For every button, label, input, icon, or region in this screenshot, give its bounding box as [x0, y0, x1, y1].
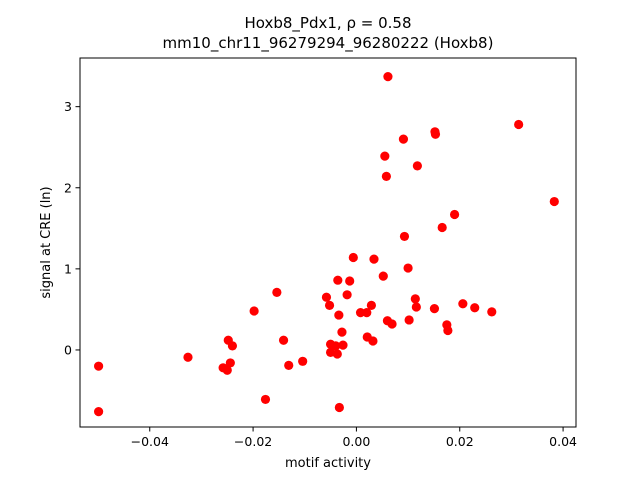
- data-point: [321, 292, 332, 302]
- data-point: [331, 341, 341, 351]
- x-axis-label: motif activity: [285, 456, 371, 471]
- data-point: [348, 252, 358, 263]
- data-point: [430, 129, 441, 139]
- data-point: [378, 271, 388, 281]
- data-point: [183, 352, 193, 362]
- y-tick-label: 2: [64, 180, 72, 195]
- data-point: [380, 151, 390, 161]
- data-point: [387, 319, 397, 329]
- data-point: [338, 340, 348, 350]
- x-tick-label: −0.04: [131, 434, 169, 449]
- data-point: [398, 134, 409, 144]
- x-axis-ticks: −0.04 −0.02 0.00 0.02 0.04: [131, 427, 577, 449]
- y-tick-label: 0: [64, 342, 72, 357]
- chart-title-line1: Hoxb8_Pdx1, ρ = 0.58: [245, 14, 412, 33]
- y-axis-label: signal at CRE (ln): [39, 186, 54, 298]
- data-point: [404, 315, 414, 325]
- data-point: [342, 290, 352, 300]
- x-tick-label: 0.00: [342, 434, 370, 449]
- data-point: [94, 406, 104, 417]
- data-point: [458, 299, 468, 309]
- y-tick-label: 1: [64, 261, 72, 276]
- data-point: [94, 361, 104, 371]
- x-tick-label: −0.02: [234, 434, 272, 449]
- data-point: [337, 327, 347, 337]
- data-point: [399, 231, 410, 242]
- data-point: [366, 300, 376, 310]
- data-point: [369, 254, 379, 264]
- data-point: [403, 263, 413, 273]
- data-point: [334, 310, 344, 320]
- data-point: [449, 209, 460, 220]
- data-point: [222, 365, 232, 375]
- data-points: [94, 72, 559, 417]
- data-point: [332, 349, 342, 359]
- data-point: [412, 161, 422, 171]
- data-point: [345, 276, 355, 286]
- data-point: [333, 275, 343, 285]
- data-point: [324, 300, 335, 310]
- data-point: [284, 360, 294, 370]
- data-point: [410, 294, 420, 304]
- data-point: [334, 402, 344, 413]
- data-point: [298, 356, 308, 366]
- data-point: [227, 341, 238, 351]
- data-point: [514, 119, 524, 130]
- data-point: [411, 302, 421, 312]
- data-point: [437, 222, 447, 233]
- y-tick-label: 3: [64, 99, 72, 114]
- data-point: [272, 287, 282, 297]
- data-point: [487, 307, 497, 317]
- data-point: [429, 303, 440, 314]
- y-axis-ticks: 0 1 2 3: [64, 99, 80, 357]
- data-point: [381, 171, 391, 182]
- data-point: [368, 336, 378, 346]
- data-point: [549, 196, 559, 207]
- plot-area-frame: [79, 57, 577, 428]
- x-tick-label: 0.04: [549, 434, 577, 449]
- data-point: [470, 303, 480, 313]
- data-point: [278, 335, 289, 345]
- data-point: [249, 306, 259, 316]
- data-point: [443, 325, 453, 336]
- x-tick-label: 0.02: [446, 434, 474, 449]
- data-point: [225, 358, 235, 368]
- data-point: [260, 394, 271, 405]
- data-point: [362, 308, 372, 318]
- chart-title-line2: mm10_chr11_96279294_96280222 (Hoxb8): [163, 34, 494, 53]
- data-point: [383, 72, 393, 82]
